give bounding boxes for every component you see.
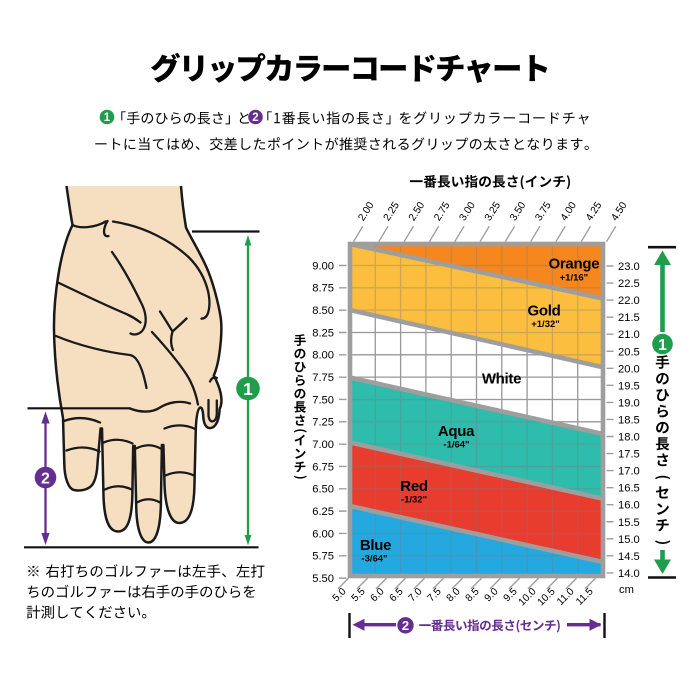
svg-text:15.5: 15.5 [618,517,640,529]
svg-text:2: 2 [41,470,50,487]
svg-text:16.0: 16.0 [618,500,640,512]
svg-text:20.0: 20.0 [618,363,640,375]
svg-text:+1/16": +1/16" [560,272,589,283]
svg-text:22.5: 22.5 [618,278,640,290]
svg-text:-1/64": -1/64" [443,439,469,450]
svg-text:19.0: 19.0 [618,397,640,409]
svg-text:1: 1 [243,379,253,399]
svg-text:21.5: 21.5 [618,312,640,324]
svg-text:5.75: 5.75 [312,551,334,563]
svg-text:7.50: 7.50 [312,394,334,406]
svg-text:7.75: 7.75 [312,372,334,384]
svg-text:14.0: 14.0 [618,568,640,580]
svg-text:1: 1 [104,112,111,124]
svg-text:18.0: 18.0 [618,432,640,444]
svg-text:1: 1 [658,337,667,354]
svg-text:5.50: 5.50 [312,573,334,585]
svg-text:16.5: 16.5 [618,483,640,495]
svg-text:17.5: 17.5 [618,449,640,461]
svg-text:-1/32": -1/32" [401,495,427,506]
svg-text:22.0: 22.0 [618,295,640,307]
svg-text:cm: cm [619,584,634,596]
svg-text:21.0: 21.0 [618,329,640,341]
svg-text:White: White [482,370,521,387]
svg-text:9.00: 9.00 [312,260,334,272]
svg-text:8.00: 8.00 [312,350,334,362]
svg-text:2: 2 [402,618,409,633]
svg-text:18.5: 18.5 [618,414,640,426]
svg-text:2: 2 [252,112,258,124]
svg-text:23.0: 23.0 [618,261,640,273]
svg-text:15.0: 15.0 [618,534,640,546]
svg-text:7.25: 7.25 [312,417,334,429]
svg-text:6.25: 6.25 [312,506,334,518]
svg-text:8.50: 8.50 [312,305,334,317]
svg-text:7.00: 7.00 [312,439,334,451]
svg-text:6.00: 6.00 [312,528,334,540]
svg-text:Orange: Orange [549,256,600,273]
svg-text:6.75: 6.75 [312,461,334,473]
svg-text:14.5: 14.5 [618,551,640,563]
svg-text:Red: Red [400,478,428,495]
svg-text:Blue: Blue [360,537,391,554]
svg-text:Gold: Gold [528,302,561,319]
svg-text:8.25: 8.25 [312,327,334,339]
svg-text:17.0: 17.0 [618,466,640,478]
svg-text:-3/64": -3/64" [361,554,387,565]
svg-text:20.5: 20.5 [618,346,640,358]
svg-text:Aqua: Aqua [438,423,475,440]
svg-text:+1/32": +1/32" [531,319,560,330]
svg-text:6.50: 6.50 [312,484,334,496]
svg-text:19.5: 19.5 [618,380,640,392]
svg-text:8.75: 8.75 [312,283,334,295]
